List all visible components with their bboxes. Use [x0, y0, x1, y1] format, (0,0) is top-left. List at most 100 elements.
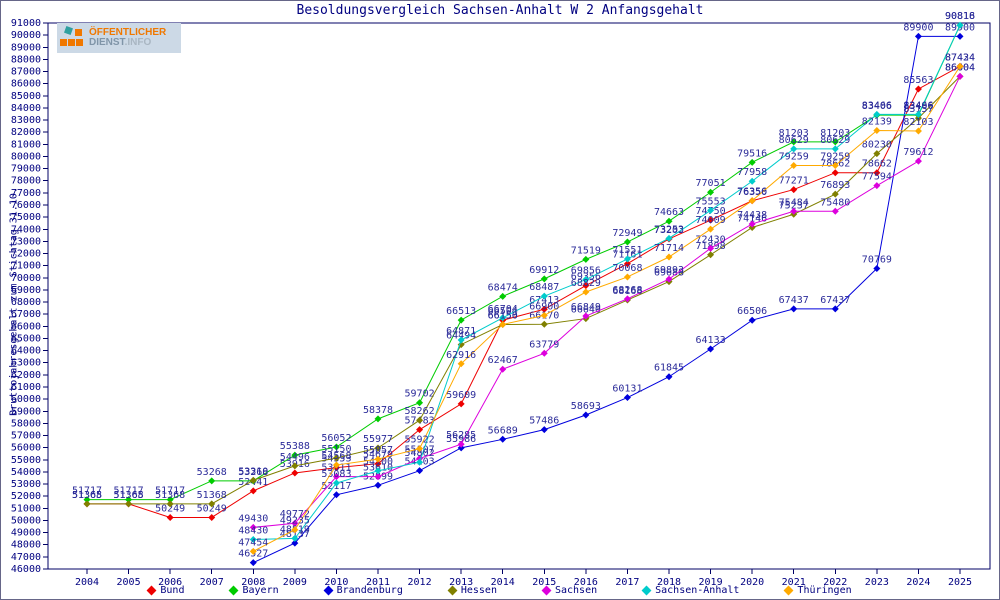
data-point-brandenburg: [665, 373, 673, 381]
legend-item-sachsen: Sachsen: [541, 585, 597, 596]
data-point-hessen: [416, 416, 424, 424]
data-point-label-bayern: 90816: [945, 11, 975, 22]
data-point-label-sachsen: 69893: [654, 265, 684, 276]
data-point-bund: [790, 186, 798, 194]
data-point-brandenburg: [623, 394, 631, 402]
data-point-label-brandenburg: 58693: [571, 401, 601, 412]
data-point-sachsen-anhalt: [416, 458, 424, 466]
data-point-hessen: [125, 500, 133, 508]
y-tick-label: 61000: [11, 382, 41, 393]
data-point-label-sachsen-anhalt: 64871: [446, 326, 476, 337]
data-point-label-hessen: 55150: [321, 444, 351, 455]
data-point-label-thueringen: 49235: [280, 516, 310, 527]
data-point-label-hessen: 51368: [197, 490, 227, 501]
data-point-sachsen-anhalt: [623, 255, 631, 263]
legend-marker-icon: [146, 585, 157, 596]
data-point-sachsen: [914, 157, 922, 165]
data-point-hessen: [208, 500, 216, 508]
x-tick-label: 2006: [158, 577, 182, 588]
series-line-bund: [87, 65, 961, 518]
data-point-sachsen: [374, 473, 382, 481]
data-point-brandenburg: [457, 444, 465, 452]
y-tick-label: 77000: [11, 188, 41, 199]
data-point-label-hessen: 75237: [779, 200, 809, 211]
data-point-sachsen-anhalt: [665, 234, 673, 242]
data-point-sachsen-anhalt: [914, 110, 922, 118]
data-point-label-sachsen-anhalt: 54802: [405, 448, 435, 459]
data-point-label-sachsen: 62467: [488, 355, 518, 366]
data-point-brandenburg: [582, 411, 590, 419]
y-tick-label: 70000: [11, 273, 41, 284]
x-tick-label: 2022: [823, 577, 847, 588]
series-line-hessen: [87, 75, 961, 505]
legend-marker-icon: [783, 585, 794, 596]
data-point-label-bayern: 81203: [779, 128, 809, 139]
data-point-sachsen: [582, 312, 590, 320]
data-point-brandenburg: [332, 491, 340, 499]
data-point-brandenburg: [790, 305, 798, 313]
data-point-thueringen: [291, 526, 299, 534]
y-tick-label: 86000: [11, 79, 41, 90]
data-point-hessen: [748, 223, 756, 231]
data-point-label-sachsen: 63779: [529, 339, 559, 350]
data-point-sachsen-anhalt: [540, 292, 548, 300]
data-point-hessen: [374, 444, 382, 452]
data-point-label-hessen: 66640: [571, 305, 601, 316]
data-point-label-hessen: 54496: [280, 452, 310, 463]
logo-square: [60, 39, 67, 46]
data-point-label-bayern: 51717: [72, 486, 102, 497]
data-point-brandenburg: [540, 426, 548, 434]
data-point-brandenburg: [956, 32, 964, 40]
data-point-bayern: [790, 138, 798, 146]
data-point-label-bund: 51365: [72, 490, 102, 501]
data-point-label-bund: 67413: [529, 295, 559, 306]
data-point-sachsen: [291, 519, 299, 527]
data-point-bayern: [707, 188, 715, 196]
data-point-label-bayern: 56052: [321, 433, 351, 444]
y-tick-label: 62000: [11, 370, 41, 381]
data-point-label-hessen: 58262: [405, 406, 435, 417]
data-point-label-sachsen-anhalt: 71551: [612, 245, 642, 256]
data-point-bayern: [166, 496, 174, 504]
x-tick-label: 2010: [324, 577, 348, 588]
data-point-sachsen: [332, 473, 340, 481]
legend-marker-icon: [641, 585, 652, 596]
data-point-label-bayern: 72949: [612, 228, 642, 239]
data-point-sachsen-anhalt: [457, 336, 465, 344]
y-tick-label: 91000: [11, 18, 41, 29]
data-point-label-bayern: 68474: [488, 282, 518, 293]
data-point-thueringen: [914, 127, 922, 135]
data-point-sachsen: [956, 72, 964, 80]
data-point-sachsen: [665, 275, 673, 283]
series-line-bayern: [87, 25, 961, 501]
y-tick-label: 63000: [11, 358, 41, 369]
y-tick-label: 85000: [11, 91, 41, 102]
data-point-thueringen: [873, 127, 881, 135]
data-point-thueringen: [249, 547, 257, 555]
data-point-thueringen: [831, 161, 839, 169]
data-point-label-sachsen-anhalt: 53083: [321, 469, 351, 480]
data-point-brandenburg: [291, 539, 299, 547]
site-logo[interactable]: ÖFFENTLICHER DIENST.INFO: [57, 23, 181, 53]
data-point-label-hessen: 74146: [737, 213, 767, 224]
data-point-sachsen-anhalt: [499, 314, 507, 322]
legend-marker-icon: [229, 585, 239, 596]
data-point-bund: [914, 85, 922, 93]
data-point-label-brandenburg: 60131: [612, 384, 642, 395]
y-tick-label: 71000: [11, 261, 41, 272]
data-point-brandenburg: [831, 305, 839, 313]
data-point-bayern: [665, 217, 673, 225]
legend-label: Hessen: [460, 585, 497, 596]
y-tick-label: 80000: [11, 151, 41, 162]
y-tick-label: 56000: [11, 443, 41, 454]
data-point-label-brandenburg: 55986: [446, 434, 476, 445]
data-point-label-bund: 50249: [197, 503, 227, 514]
data-point-label-hessen: 76893: [820, 180, 850, 191]
y-tick-label: 48000: [11, 540, 41, 551]
data-point-label-bund: 87434: [945, 52, 975, 63]
y-tick-label: 68000: [11, 297, 41, 308]
data-point-bund: [166, 513, 174, 521]
data-point-label-sachsen-anhalt: 75553: [696, 196, 726, 207]
